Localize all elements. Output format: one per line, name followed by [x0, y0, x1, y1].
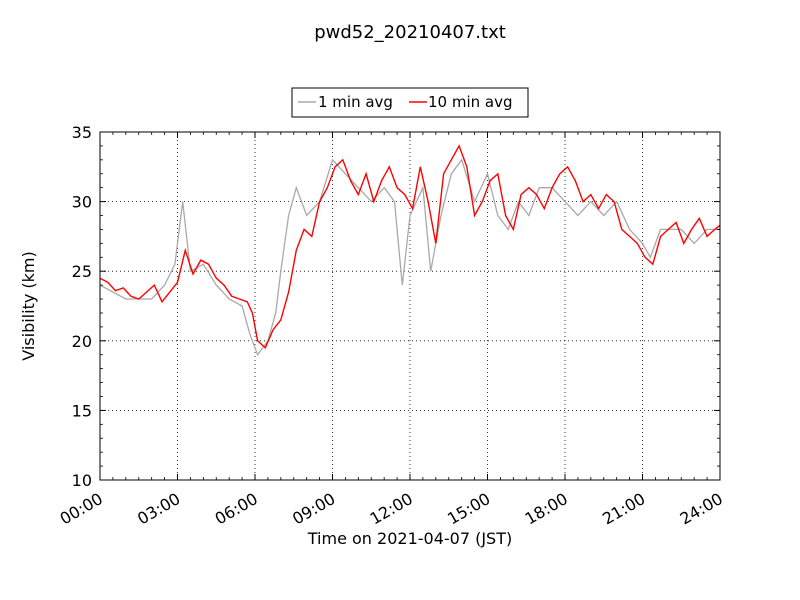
- y-tick-labels: 10 15 20 25 30 35: [72, 123, 92, 490]
- x-tick-labels: 00:00 03:00 06:00 09:00 12:00 15:00 18:00 21:00…: [57, 489, 726, 529]
- x-tick-label: 18:00: [522, 489, 571, 529]
- y-tick-label: 30: [72, 193, 92, 212]
- x-tick-label: 06:00: [212, 489, 261, 529]
- x-tick-label: 09:00: [289, 489, 338, 529]
- series-1min-avg-line: [100, 158, 720, 357]
- x-tick-label: 03:00: [134, 489, 183, 529]
- x-tick-label: 24:00: [677, 489, 726, 529]
- y-tick-label: 25: [72, 262, 92, 281]
- y-axis-label: Visibility (km): [19, 251, 38, 360]
- grid-lines: [100, 132, 720, 480]
- y-tick-label: 35: [72, 123, 92, 142]
- x-tick-label: 00:00: [57, 489, 106, 529]
- y-tick-label: 15: [72, 401, 92, 420]
- y-tick-label: 10: [72, 471, 92, 490]
- x-tick-label: 15:00: [444, 489, 493, 529]
- plot-area: [99, 131, 721, 481]
- y-tick-label: 20: [72, 332, 92, 351]
- x-tick-label: 12:00: [367, 489, 416, 529]
- legend-label-1min: 1 min avg: [318, 93, 393, 111]
- legend: 1 min avg 10 min avg: [291, 87, 529, 118]
- x-axis-label: Time on 2021-04-07 (JST): [307, 529, 512, 548]
- x-tick-label: 21:00: [599, 489, 648, 529]
- series-10min-avg-line: [100, 144, 720, 349]
- plot-frame: [99, 131, 721, 481]
- legend-label-10min: 10 min avg: [428, 93, 513, 111]
- series-layer: [100, 144, 720, 357]
- chart-title: pwd52_20210407.txt: [314, 22, 506, 43]
